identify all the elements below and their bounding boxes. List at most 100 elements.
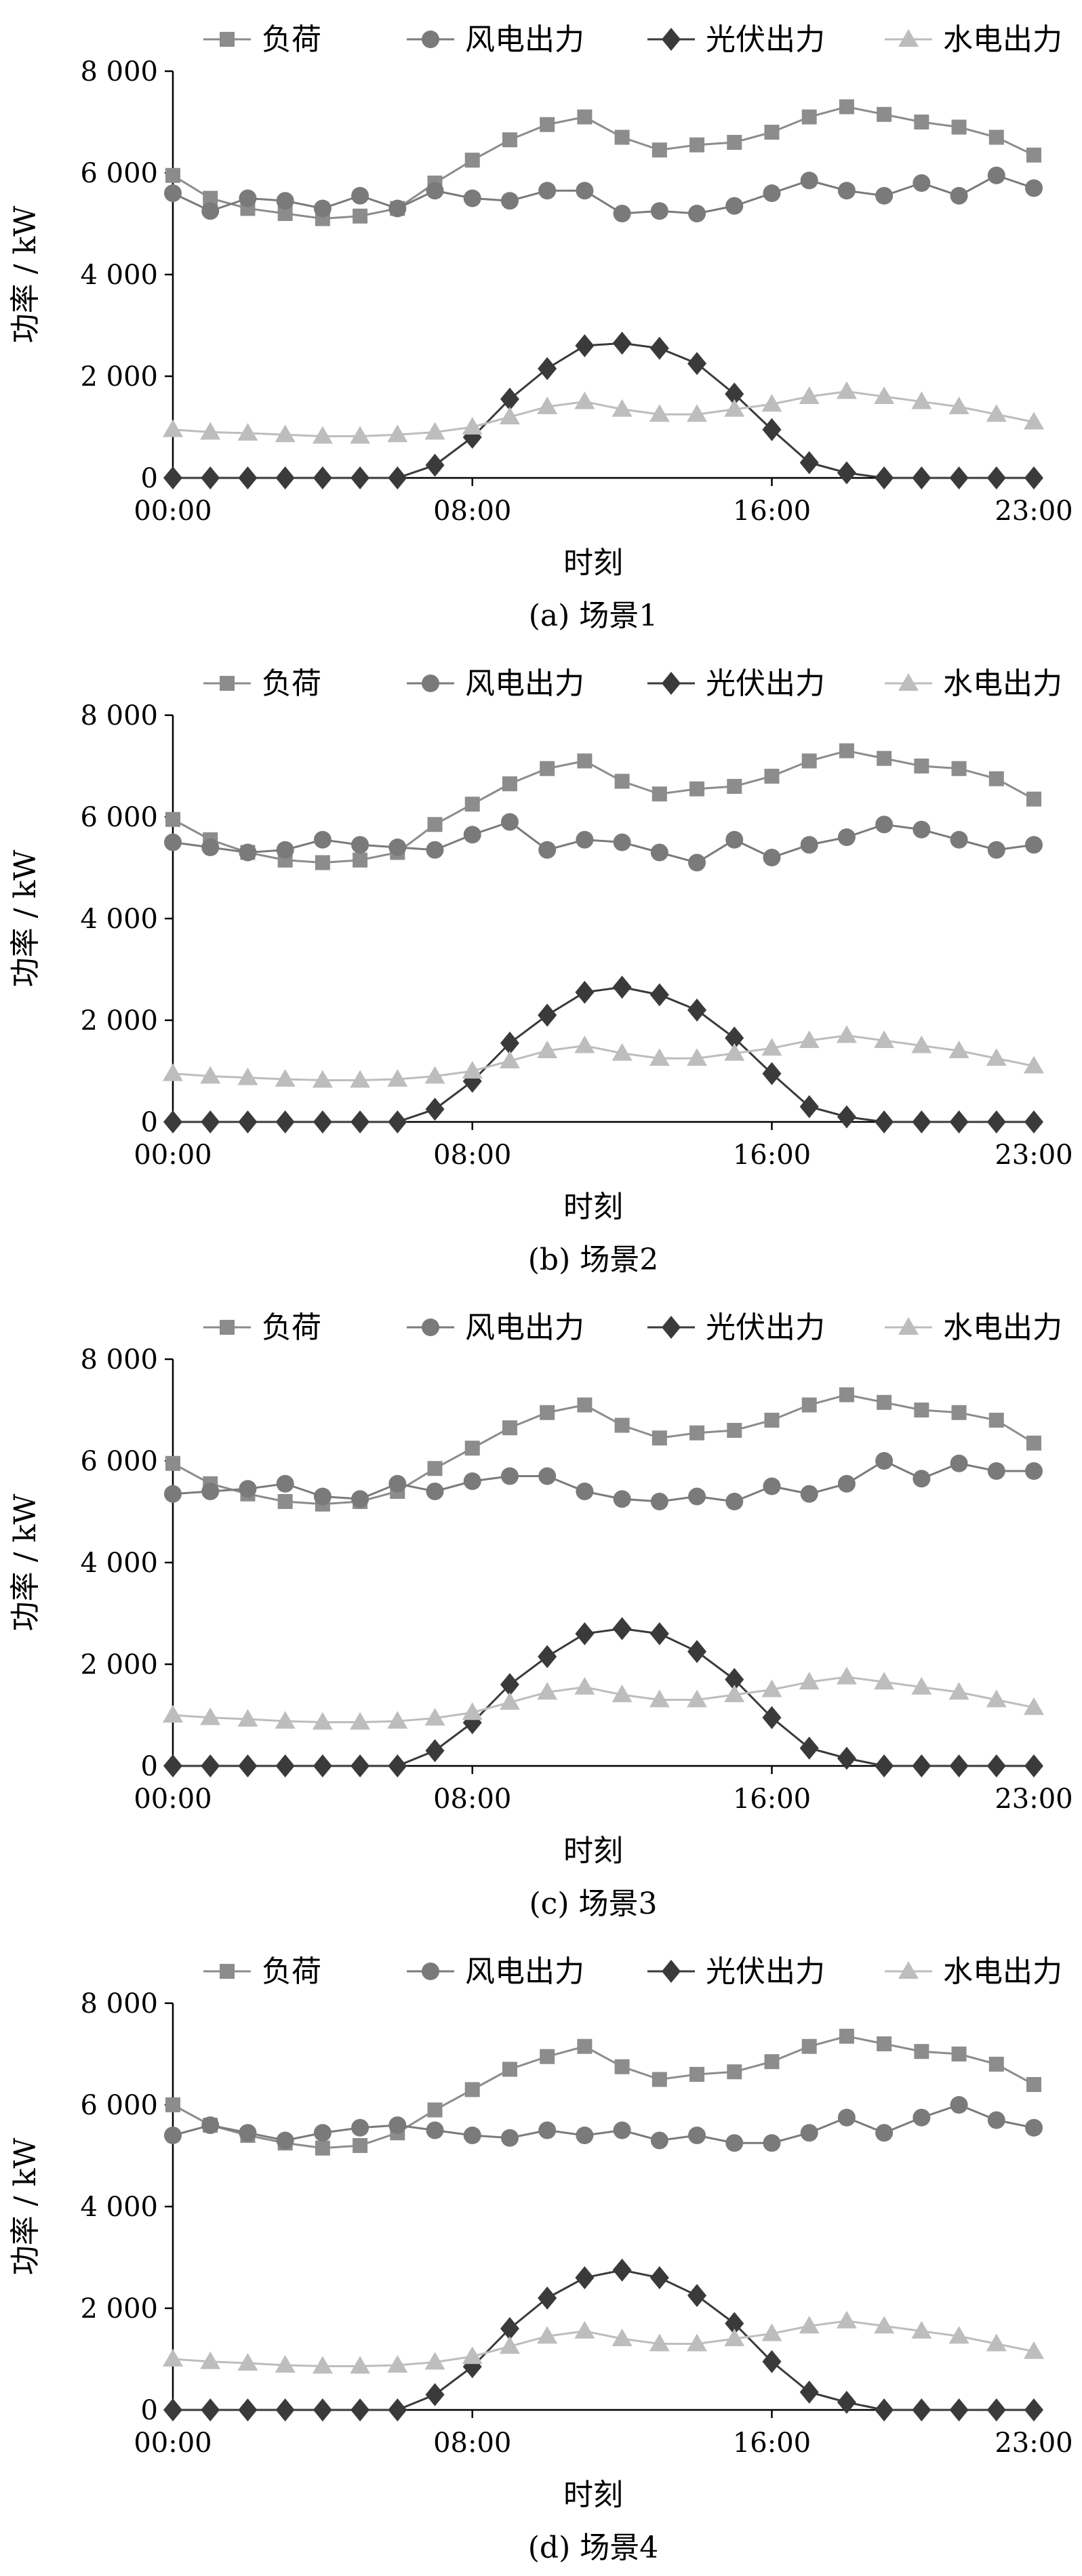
data-point: [949, 1754, 969, 1777]
legend: 负荷 风电出力 光伏出力 水电出力: [203, 666, 1062, 701]
data-point: [877, 750, 892, 766]
data-point: [649, 2333, 670, 2352]
data-point: [275, 1069, 296, 1087]
data-point: [163, 1063, 183, 1081]
legend: 负荷 风电出力 光伏出力 水电出力: [203, 1954, 1062, 1989]
data-point: [612, 2329, 633, 2346]
data-point: [388, 1110, 407, 1133]
data-point: [163, 419, 183, 437]
data-point: [839, 2028, 854, 2044]
data-point: [239, 2124, 257, 2142]
data-point: [165, 167, 180, 183]
panel-caption: (a) 场景1: [529, 599, 658, 633]
data-point: [725, 1668, 744, 1691]
data-point: [200, 1066, 221, 1084]
data-point: [540, 761, 555, 776]
data-point: [951, 2047, 967, 2061]
data-point: [350, 2356, 371, 2374]
data-point: [913, 1470, 931, 1488]
legend-marker: [220, 676, 235, 691]
data-point: [986, 1048, 1007, 1066]
data-point: [538, 1645, 557, 1668]
series-4: [163, 1666, 1044, 1730]
data-point: [837, 461, 856, 485]
data-point: [911, 391, 932, 409]
data-point: [987, 2111, 1005, 2129]
data-point: [948, 2326, 969, 2344]
data-point: [912, 1110, 931, 1133]
data-point: [313, 199, 332, 218]
series-1: [165, 2028, 1041, 2156]
data-point: [163, 466, 182, 489]
data-point: [837, 2108, 856, 2127]
data-point: [462, 2346, 483, 2364]
data-point: [614, 2059, 630, 2074]
data-point: [949, 2398, 969, 2421]
y-tick-label: 4 000: [80, 1548, 158, 1579]
data-point: [725, 382, 744, 406]
legend-item: 水电出力: [885, 666, 1062, 701]
data-point: [911, 1035, 932, 1053]
data-point: [874, 1030, 895, 1048]
panel-caption: (b) 场景2: [528, 1243, 658, 1277]
series-line: [172, 390, 1035, 437]
data-point: [201, 1483, 220, 1500]
data-point: [353, 852, 368, 868]
series-line: [172, 2320, 1035, 2367]
data-point: [312, 2356, 333, 2374]
legend-item: 负荷: [203, 1310, 321, 1345]
x-tick-label: 00:00: [134, 1140, 212, 1171]
data-point: [350, 1712, 371, 1730]
data-point: [914, 2044, 929, 2059]
data-point: [727, 779, 742, 794]
data-point: [426, 841, 444, 859]
x-tick-label: 23:00: [995, 2428, 1073, 2459]
legend-item: 风电出力: [407, 1310, 584, 1345]
data-point: [727, 135, 742, 150]
data-point: [799, 2316, 820, 2334]
data-point: [874, 2316, 895, 2334]
data-point: [237, 1709, 258, 1727]
data-point: [351, 186, 369, 205]
data-point: [576, 182, 594, 200]
data-point: [353, 2138, 368, 2153]
data-point: [163, 2349, 183, 2367]
data-point: [275, 1110, 295, 1133]
y-tick-label: 8 000: [80, 700, 158, 731]
data-point: [837, 828, 856, 846]
y-axis-title: 功率 / kW: [8, 1493, 43, 1631]
series-line: [173, 342, 1034, 479]
y-axis-title: 功率 / kW: [8, 205, 43, 343]
legend-label: 负荷: [262, 22, 321, 57]
data-point: [912, 2398, 931, 2421]
legend-item: 风电出力: [407, 666, 584, 701]
data-point: [499, 2336, 520, 2354]
data-point: [688, 2127, 706, 2144]
data-point: [203, 190, 218, 206]
data-point: [576, 1483, 594, 1500]
data-point: [165, 811, 180, 827]
data-point: [312, 1712, 333, 1730]
data-point: [950, 1454, 968, 1472]
data-point: [277, 1494, 293, 1509]
data-point: [1026, 1435, 1041, 1451]
data-point: [164, 1485, 182, 1503]
data-point: [837, 1746, 856, 1770]
data-point: [912, 466, 931, 489]
legend-marker: [220, 32, 235, 47]
data-point: [426, 2121, 444, 2139]
y-tick-label: 2 000: [80, 361, 158, 393]
y-tick-label: 2 000: [80, 1005, 158, 1037]
y-axis-title: 功率 / kW: [8, 2137, 43, 2275]
legend-marker: [898, 1961, 919, 1979]
data-point: [987, 166, 1005, 184]
data-point: [727, 1423, 742, 1438]
legend-item: 风电出力: [407, 22, 584, 57]
data-point: [1024, 1754, 1043, 1777]
data-point: [350, 1754, 370, 1777]
legend-item: 水电出力: [885, 22, 1062, 57]
data-point: [537, 1041, 558, 1058]
data-point: [839, 1387, 854, 1403]
series-4: [163, 2310, 1044, 2374]
data-point: [201, 839, 220, 856]
